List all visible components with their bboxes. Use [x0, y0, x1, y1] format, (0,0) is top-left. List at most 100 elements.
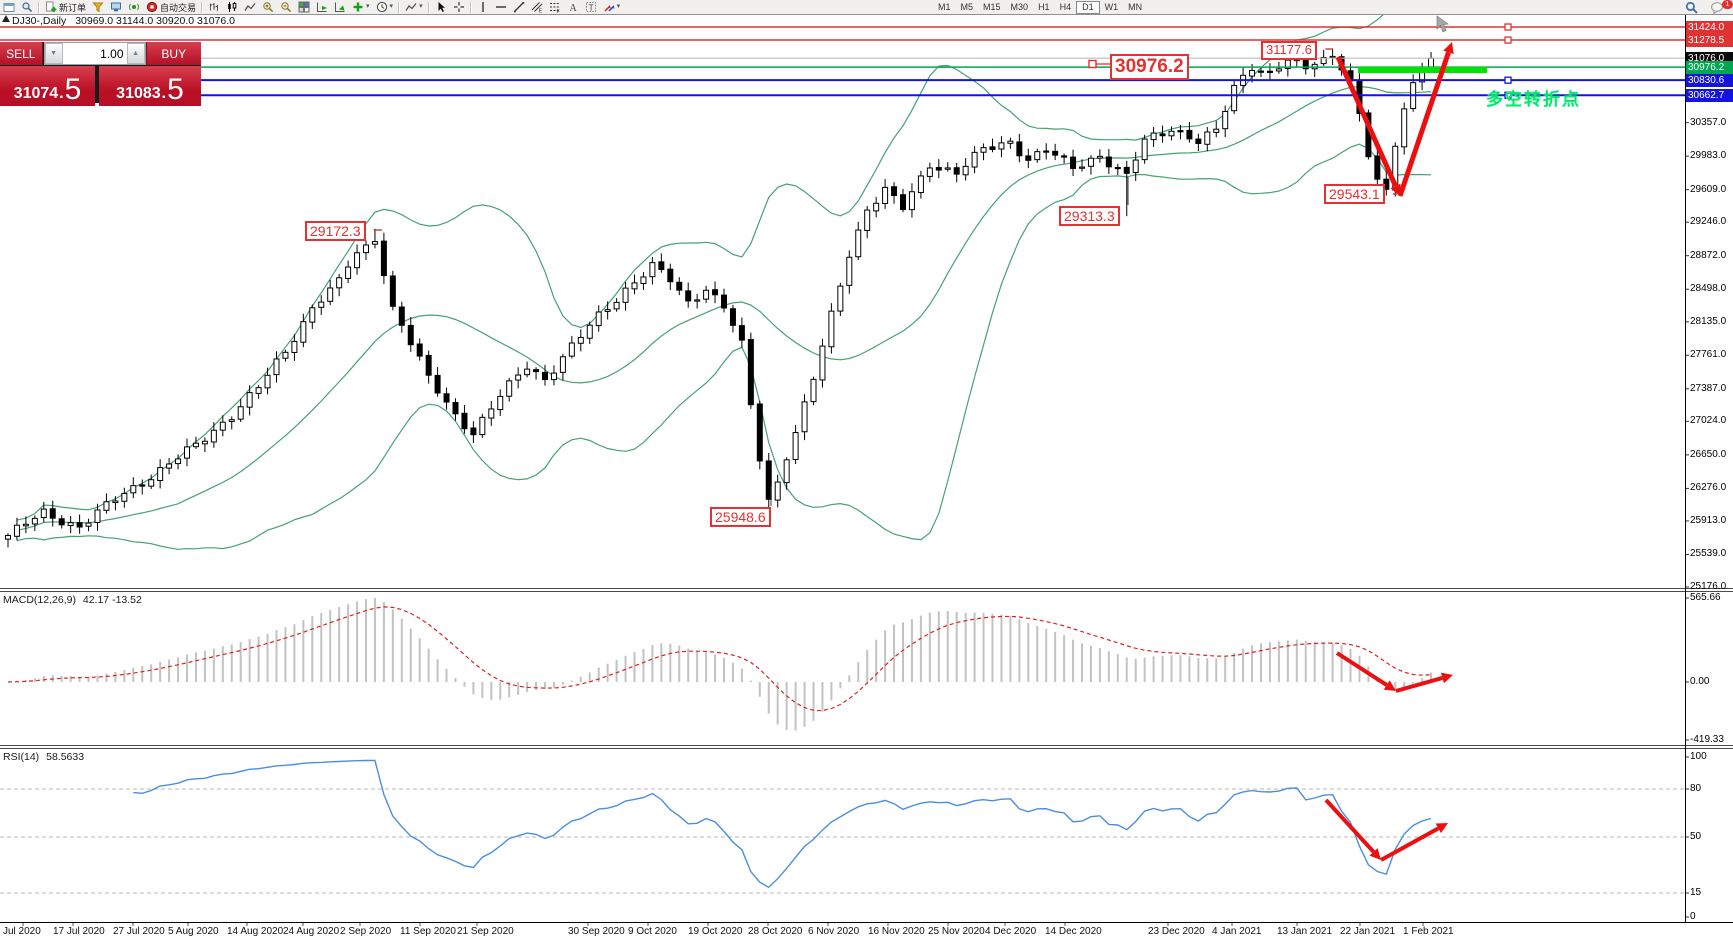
price-digits: . — [59, 85, 64, 102]
chat-icon[interactable]: 1 — [1707, 0, 1733, 14]
zoom-in-icon[interactable] — [259, 1, 277, 14]
line-handle[interactable] — [1504, 36, 1512, 44]
cursor-icon[interactable] — [432, 1, 450, 14]
candle-body — [40, 508, 47, 519]
alerts-icon[interactable] — [125, 1, 143, 14]
trend-arrow[interactable] — [1335, 55, 1401, 196]
timeframe-m15[interactable]: M15 — [983, 2, 1001, 12]
new-chart-icon[interactable] — [0, 1, 18, 14]
price-annotation-label[interactable]: 29543.1 — [1324, 184, 1385, 205]
auto-scroll-icon[interactable] — [313, 1, 331, 14]
bar-chart-icon[interactable] — [205, 1, 223, 14]
chart-title: DJ30-,Daily 30969.0 31144.0 30920.0 3107… — [12, 15, 235, 27]
rsi-indicator — [0, 759, 1685, 894]
candle-body — [864, 209, 871, 231]
candle-body — [488, 408, 495, 419]
line-handle[interactable] — [1504, 91, 1512, 99]
sell-button[interactable]: SELL — [0, 42, 43, 65]
candle-body — [542, 371, 548, 381]
toolbar-right-group: 1 — [1682, 0, 1733, 14]
volume-decrease-button[interactable]: ▼ — [44, 43, 63, 64]
line-chart-icon[interactable] — [241, 1, 259, 14]
candlestick-chart-icon[interactable] — [223, 1, 241, 14]
tile-windows-icon[interactable] — [295, 1, 313, 14]
autotrading-button[interactable]: 自动交易 — [143, 1, 199, 14]
candle-body — [792, 432, 799, 460]
trend-arrow[interactable] — [1397, 42, 1454, 197]
horizontal-line-icon[interactable] — [492, 1, 510, 14]
candle-body — [980, 147, 987, 153]
buy-button[interactable]: BUY — [145, 42, 201, 65]
candle-body — [94, 509, 101, 523]
timeframe-d1[interactable]: D1 — [1076, 0, 1100, 14]
templates-icon[interactable]: ▾ — [402, 1, 426, 14]
volume-input[interactable] — [62, 43, 127, 64]
price-annotation-label[interactable]: 25948.6 — [710, 507, 771, 528]
candle-body — [246, 392, 253, 408]
indicators-icon[interactable]: ▾ — [353, 2, 370, 12]
timeframe-m30[interactable]: M30 — [1010, 2, 1029, 12]
crosshair-icon[interactable] — [450, 1, 468, 14]
macd-indicator — [7, 598, 1433, 731]
rsi-name: RSI(14) — [3, 751, 40, 763]
candle-body — [1150, 132, 1157, 141]
price-annotation-label[interactable]: 30976.2 — [1110, 54, 1189, 80]
sell-price-button[interactable]: 31074. 5 — [0, 66, 95, 106]
vertical-line-icon[interactable] — [474, 1, 492, 14]
candle-body — [1231, 84, 1238, 112]
text-label-icon[interactable]: T — [582, 1, 600, 14]
symbol-marker-icon — [2, 15, 10, 22]
timeframe-mn[interactable]: MN — [1128, 2, 1143, 12]
candle-body — [67, 522, 74, 527]
history-filter-icon[interactable] — [89, 1, 107, 14]
terminal-icon[interactable] — [107, 1, 125, 14]
support-zone-bar[interactable] — [1358, 67, 1487, 73]
new-order-button[interactable]: 新订单 — [42, 1, 89, 14]
candle-body — [219, 421, 226, 431]
line-handle[interactable] — [1504, 23, 1512, 31]
arrows-icon[interactable]: ▾ — [600, 1, 624, 14]
price-tick-label: 29983.0 — [1690, 150, 1727, 162]
candle-body — [926, 167, 933, 177]
chart-profiles-icon[interactable] — [18, 1, 36, 14]
line-handle[interactable] — [1504, 76, 1512, 84]
timeframe-m5[interactable]: M5 — [960, 2, 974, 12]
price-annotation-label[interactable]: 31177.6 — [1261, 41, 1318, 60]
chart-shift-icon[interactable] — [331, 1, 349, 14]
timeframe-h1[interactable]: H1 — [1038, 2, 1050, 12]
candle-body — [31, 517, 38, 525]
fibonacci-icon[interactable]: F — [546, 1, 564, 14]
timeframe-h4[interactable]: H4 — [1059, 2, 1072, 12]
volume-increase-button[interactable]: ▲ — [126, 43, 145, 64]
price-annotation-label[interactable]: 29172.3 — [305, 221, 366, 242]
price-annotation-label[interactable]: 29313.3 — [1059, 206, 1120, 227]
trend-arrow[interactable] — [1335, 651, 1396, 691]
price-tick-label: 28135.0 — [1690, 315, 1727, 327]
trend-arrow[interactable] — [1380, 823, 1448, 862]
timeframe-w1[interactable]: W1 — [1104, 2, 1119, 12]
label-anchor-handle[interactable] — [1088, 59, 1097, 69]
trend-arrow[interactable] — [1324, 798, 1381, 860]
period-clock-icon[interactable]: ▾ — [373, 1, 397, 14]
date-label: 4 Dec 2020 — [985, 926, 1037, 937]
channel-icon[interactable]: E — [528, 1, 546, 14]
candle-body — [371, 241, 378, 245]
new-order-label: 新订单 — [59, 2, 87, 13]
annotation-note-text[interactable]: 多空转折点 — [1486, 90, 1581, 109]
candle-body — [1258, 70, 1264, 73]
candle-body — [694, 299, 701, 302]
candle-body — [228, 419, 235, 422]
buy-price-button[interactable]: 31083. 5 — [99, 66, 201, 106]
zoom-out-icon[interactable] — [277, 1, 295, 14]
candle-body — [175, 458, 182, 465]
date-label: 21 Sep 2020 — [457, 926, 514, 937]
search-icon[interactable] — [1682, 1, 1701, 14]
trendline-icon[interactable] — [510, 1, 528, 14]
bb-upper-band — [16, 14, 1385, 521]
timeframe-m1[interactable]: M1 — [938, 2, 951, 12]
rsi-tick-label: 50 — [1690, 831, 1702, 842]
trend-arrow[interactable] — [1395, 672, 1453, 693]
candle-body — [622, 287, 629, 303]
candle-body — [1195, 138, 1202, 144]
text-icon[interactable]: A — [564, 1, 582, 14]
